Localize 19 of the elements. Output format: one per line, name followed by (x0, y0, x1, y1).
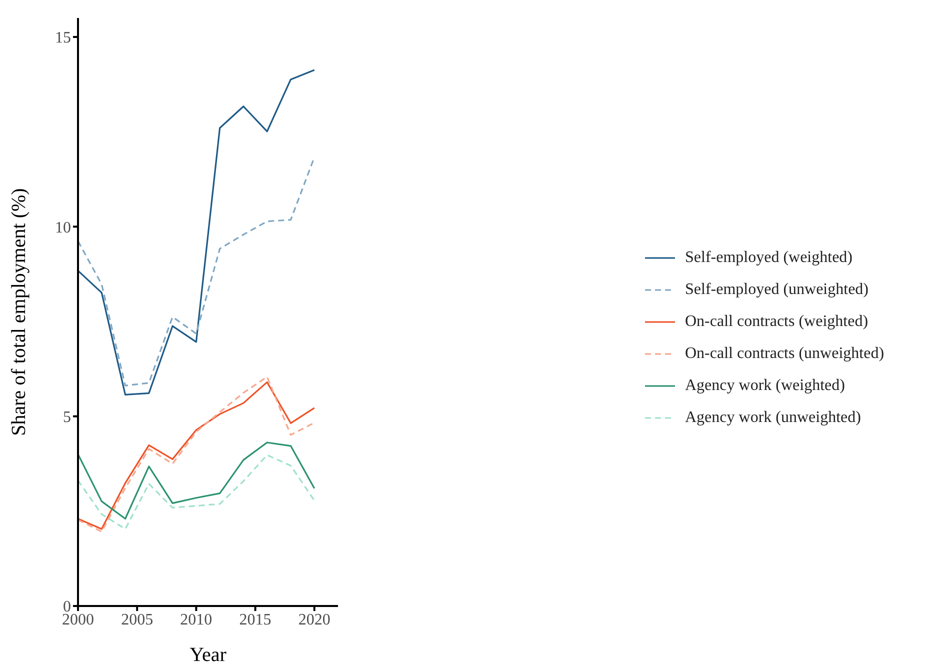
x-tick-label: 2010 (180, 611, 212, 628)
y-tick-label: 10 (55, 219, 71, 236)
x-tick-label: 2000 (62, 611, 94, 628)
y-axis-title: Share of total employment (%) (8, 188, 30, 436)
line-series (78, 69, 316, 396)
line-series (78, 454, 316, 530)
y-tick-label: 5 (63, 409, 71, 426)
legend-label: Self-employed (unweighted) (685, 281, 868, 299)
x-tick-label: 2005 (121, 611, 154, 628)
y-tick-label: 15 (55, 30, 71, 47)
line-series (78, 442, 316, 520)
legend-label: Agency work (weighted) (685, 377, 845, 395)
x-tick-label: 2020 (298, 611, 330, 628)
x-tick-label: 2015 (239, 611, 272, 628)
legend-label: Self-employed (weighted) (685, 249, 852, 267)
legend-label: On-call contracts (weighted) (685, 313, 868, 331)
legend-label: Agency work (unweighted) (685, 409, 861, 427)
x-axis-title: Year (190, 644, 227, 666)
legend-label: On-call contracts (unweighted) (685, 345, 884, 363)
